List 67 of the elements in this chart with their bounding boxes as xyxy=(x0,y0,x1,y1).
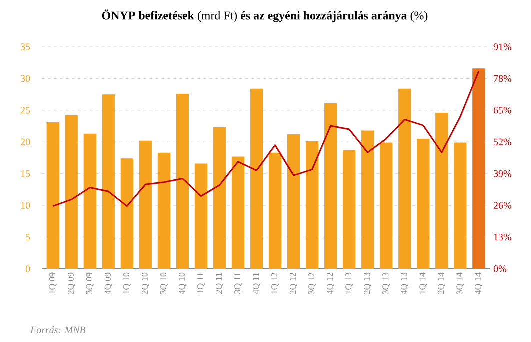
x-tick-label: 2Q 09 xyxy=(68,272,76,294)
x-tick-label: 3Q 12 xyxy=(308,273,316,294)
x-tick-label: 4Q 12 xyxy=(327,273,334,295)
x-tick-label: 4Q 14 xyxy=(475,272,483,295)
y2-tick-label: 78% xyxy=(494,75,512,82)
x-tick-label: 3Q 13 xyxy=(382,272,390,294)
bar xyxy=(417,138,430,269)
bar xyxy=(120,158,134,269)
x-tick-label: 2Q 13 xyxy=(364,272,372,294)
x-tick-label: 4Q 10 xyxy=(178,272,186,295)
x-tick-label: 3Q 10 xyxy=(160,272,168,294)
bar xyxy=(472,68,486,269)
bar xyxy=(324,103,338,269)
x-tick-label: 3Q 14 xyxy=(456,272,464,294)
x-tick-label: 4Q 11 xyxy=(253,273,260,294)
y-tick-label: 10 xyxy=(21,202,30,209)
bar xyxy=(232,156,245,269)
bar xyxy=(213,128,226,269)
x-tick-label: 3Q 09 xyxy=(86,272,94,294)
bar xyxy=(158,152,170,269)
y-tick-label: 25 xyxy=(20,107,30,114)
y2-tick-label: 91% xyxy=(494,44,512,50)
x-tick-label: 1Q 14 xyxy=(420,272,428,294)
y2-tick-label: 52% xyxy=(494,138,512,146)
bar xyxy=(84,134,96,269)
bar xyxy=(176,94,189,269)
y-tick-label: 20 xyxy=(20,138,30,146)
text: Forrás: MNB xyxy=(30,326,86,334)
y2-tick-label: 39% xyxy=(494,170,512,178)
x-tick-label: 2Q 12 xyxy=(290,273,298,294)
x-tick-label: 2Q 14 xyxy=(438,272,446,294)
y2-tick-label: 26% xyxy=(494,202,512,209)
bar xyxy=(287,134,300,269)
bar xyxy=(194,164,208,269)
x-tick-label: 2Q 11 xyxy=(216,273,224,294)
x-tick-label: 2Q 10 xyxy=(142,272,150,294)
bar xyxy=(343,150,356,269)
bar xyxy=(268,152,282,269)
bar xyxy=(46,122,60,269)
y2-tick-label: 0% xyxy=(494,266,506,272)
y2-tick-label: 13% xyxy=(494,234,512,241)
y-tick-label: 35 xyxy=(21,44,30,50)
y-tick-label: 0 xyxy=(26,266,30,272)
y-tick-label: 30 xyxy=(21,75,30,82)
y-tick-label: 5 xyxy=(26,234,30,241)
x-tick-label: 3Q 11 xyxy=(234,273,242,294)
x-tick-label: 1Q 11 xyxy=(198,273,205,294)
bar xyxy=(362,130,374,269)
bar xyxy=(380,142,393,269)
bar xyxy=(436,112,448,269)
chart-title: ÖNYP befizetések (mrd Ft) és az egyéni hozzájárulás aránya (%) xyxy=(102,10,428,22)
bar xyxy=(454,142,467,269)
x-tick-label: 4Q 09 xyxy=(104,272,112,295)
x-tick-label: 4Q 13 xyxy=(401,272,409,295)
y2-tick-label: 65% xyxy=(494,107,512,114)
line-series xyxy=(52,70,480,208)
x-tick-label: 1Q 09 xyxy=(49,272,57,294)
y-tick-label: 15 xyxy=(21,170,30,178)
bar xyxy=(398,88,412,269)
x-tick-label: 1Q 13 xyxy=(346,272,354,294)
bar xyxy=(306,142,319,269)
bar xyxy=(102,94,115,269)
bar xyxy=(250,88,264,269)
x-tick-label: 1Q 12 xyxy=(272,273,279,294)
bar xyxy=(139,140,152,269)
x-tick-label: 1Q 10 xyxy=(123,272,131,294)
bar xyxy=(65,116,78,269)
